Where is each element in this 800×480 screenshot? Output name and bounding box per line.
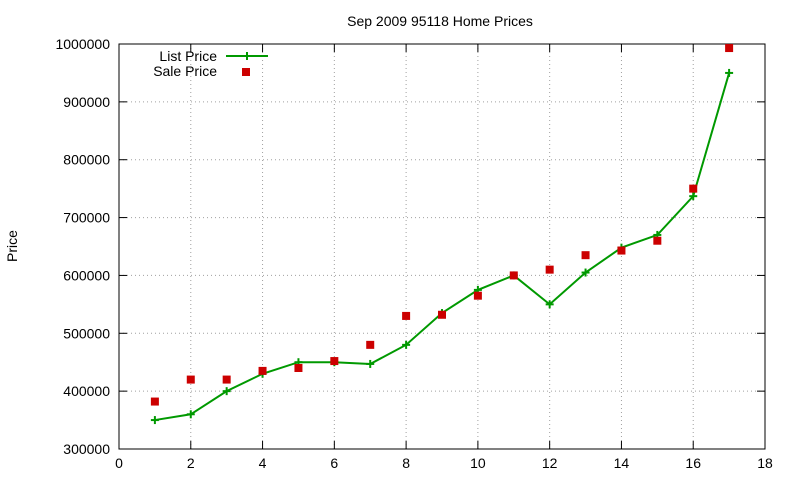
axis-ticks: 0 2 4 6 8 10 12 14 16 18 300000 400000 500000 600000 7…	[55, 36, 773, 471]
y-tick-label: 800000	[63, 152, 110, 168]
x-tick-label: 16	[685, 455, 701, 471]
y-tick-label: 900000	[63, 94, 110, 110]
list-price-point	[186, 410, 195, 419]
x-tick-label: 12	[542, 455, 558, 471]
sale-price-point	[617, 246, 626, 255]
legend-label-list-price: List Price	[159, 48, 217, 64]
series	[150, 44, 734, 425]
y-tick-label: 700000	[63, 210, 110, 226]
list-price-point	[150, 416, 159, 425]
y-tick-label: 400000	[63, 383, 110, 399]
x-tick-label: 10	[470, 455, 486, 471]
list-price-point	[366, 359, 375, 368]
x-tick-label: 8	[402, 455, 410, 471]
x-tick-label: 6	[330, 455, 338, 471]
sale-price-point	[186, 375, 195, 384]
list-price-point	[689, 192, 698, 201]
sale-price-point	[509, 271, 518, 280]
sale-price-point	[473, 291, 482, 300]
x-tick-label: 2	[187, 455, 195, 471]
sale-price-point	[653, 236, 662, 245]
x-tick-label: 0	[115, 455, 123, 471]
sale-price-point	[294, 364, 303, 372]
legend-swatch-sale-price	[242, 68, 250, 76]
sale-price-point	[689, 184, 698, 193]
list-price-line	[154, 72, 731, 422]
list-price-point	[545, 300, 554, 309]
sale-price-point	[366, 340, 375, 349]
sale-price-point	[438, 310, 446, 319]
x-tick-label: 14	[614, 455, 630, 471]
grid	[119, 44, 765, 449]
y-tick-label: 300000	[63, 441, 110, 457]
list-price-point	[402, 340, 411, 349]
y-axis-label: Price	[4, 230, 20, 262]
sale-price-point	[222, 375, 231, 384]
sale-price-point	[258, 366, 267, 375]
sale-price-point	[402, 311, 411, 320]
legend-label-sale-price: Sale Price	[153, 63, 217, 79]
sale-price-point	[330, 357, 339, 366]
chart-title: Sep 2009 95118 Home Prices	[347, 13, 533, 29]
sale-price-point	[150, 397, 159, 406]
sale-price-point	[545, 265, 554, 274]
sale-price-point	[725, 44, 734, 53]
y-tick-label: 1000000	[55, 36, 110, 52]
y-tick-label: 500000	[63, 325, 110, 341]
list-price-point	[725, 68, 734, 77]
list-price-point	[581, 268, 590, 277]
sale-price-point	[581, 251, 590, 260]
x-tick-label: 4	[259, 455, 267, 471]
list-price-point	[222, 387, 231, 396]
x-tick-label: 18	[757, 455, 773, 471]
plot-frame	[118, 43, 766, 450]
legend-swatch-list-price-marker	[243, 52, 251, 60]
y-tick-label: 600000	[63, 267, 110, 283]
